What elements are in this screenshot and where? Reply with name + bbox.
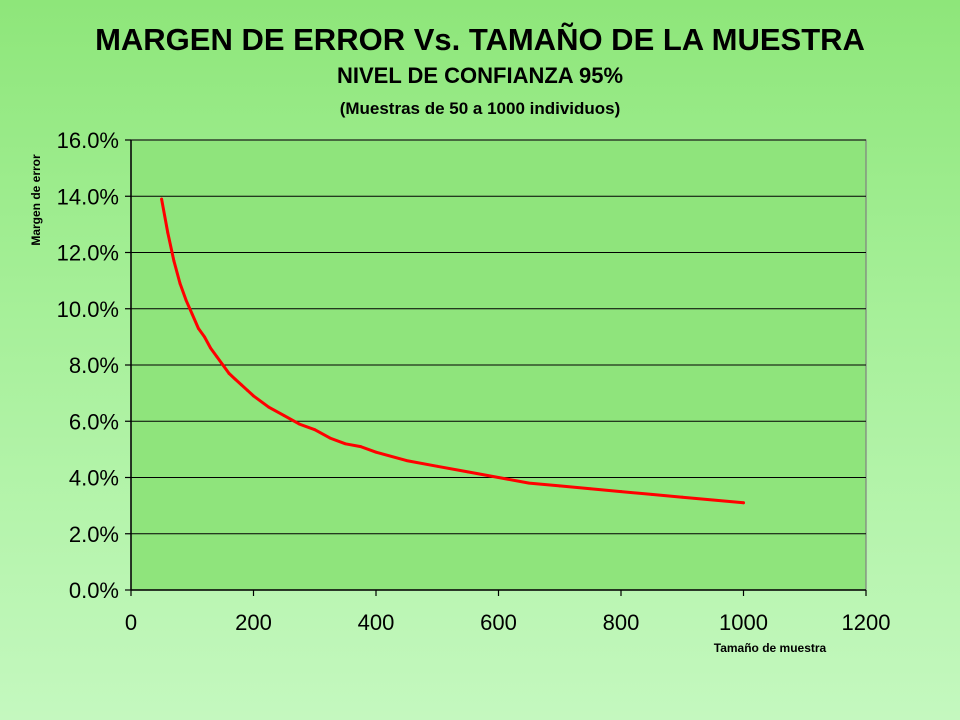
data-point-0-4	[184, 298, 188, 302]
data-point-0-1	[166, 231, 170, 235]
data-point-0-27	[497, 476, 500, 479]
x-tick-label-3: 600	[480, 610, 517, 635]
data-point-0-8	[209, 346, 213, 350]
data-point-0-7	[203, 335, 206, 339]
data-point-0-5	[190, 312, 194, 316]
data-point-0-6	[196, 327, 200, 330]
x-tick-label-4: 800	[603, 610, 640, 635]
data-point-0-12	[233, 377, 237, 381]
y-tick-label-7: 14.0%	[57, 184, 119, 209]
y-tick-label-0: 0.0%	[69, 578, 119, 603]
y-tick-label-4: 8.0%	[69, 353, 119, 378]
chart-title: MARGEN DE ERROR Vs. TAMAÑO DE LA MUESTRA	[95, 22, 865, 57]
data-point-0-34	[711, 498, 715, 502]
data-point-0-32	[650, 492, 654, 496]
axes	[125, 139, 867, 596]
data-point-0-14	[245, 388, 249, 392]
data-point-0-10	[221, 363, 225, 367]
x-tick-label-1: 200	[235, 610, 272, 635]
data-point-0-23	[374, 450, 378, 454]
data-point-0-13	[239, 383, 243, 387]
x-tick-label-2: 400	[358, 610, 395, 635]
y-tick-label-1: 2.0%	[69, 522, 119, 547]
x-tick-label-0: 0	[125, 610, 137, 635]
data-point-0-2	[172, 259, 176, 263]
data-point-0-20	[328, 436, 332, 440]
y-tick-label-5: 10.0%	[57, 297, 119, 322]
y-tick-label-8: 16.0%	[57, 128, 119, 153]
data-point-0-30	[588, 487, 592, 491]
data-point-0-21	[343, 442, 347, 446]
series-layer	[160, 197, 745, 505]
chart-note: (Muestras de 50 a 1000 individuos)	[339, 99, 621, 118]
x-tick-label-6: 1200	[842, 610, 891, 635]
data-point-0-9	[215, 355, 219, 358]
data-point-0-15	[252, 394, 255, 398]
data-point-0-29	[558, 484, 562, 488]
data-point-0-18	[298, 422, 301, 426]
data-point-0-19	[313, 428, 317, 432]
data-point-0-24	[405, 459, 409, 463]
y-tick-label-6: 12.0%	[57, 241, 119, 266]
y-tick-labels: 0.0% 2.0% 4.0% 6.0% 8.0% 10.0% 12.0% 14.0% 16.0%	[57, 128, 119, 603]
chart-subtitle: NIVEL DE CONFIANZA 95%	[336, 63, 624, 88]
y-tick-label-2: 4.0%	[69, 466, 119, 491]
x-axis-label: Tamaño de muestra	[714, 641, 827, 655]
y-tick-label-3: 6.0%	[69, 409, 119, 434]
x-tick-label-5: 1000	[719, 610, 768, 635]
data-point-0-31	[619, 490, 623, 493]
data-point-0-0	[160, 197, 164, 201]
data-point-0-11	[227, 372, 231, 375]
series-line-0	[160, 197, 745, 505]
data-point-0-33	[680, 495, 684, 499]
data-point-0-25	[435, 464, 439, 468]
x-tick-labels: 0 200 400 600 800 1000 1200	[125, 610, 891, 635]
data-point-0-26	[466, 470, 470, 474]
data-point-0-22	[359, 445, 363, 448]
data-point-0-16	[267, 405, 271, 409]
data-point-0-28	[527, 481, 531, 485]
data-point-0-17	[282, 414, 286, 418]
data-point-0-35	[742, 501, 745, 505]
data-point-0-3	[178, 282, 182, 285]
y-axis-label: Margen de error	[29, 154, 43, 246]
